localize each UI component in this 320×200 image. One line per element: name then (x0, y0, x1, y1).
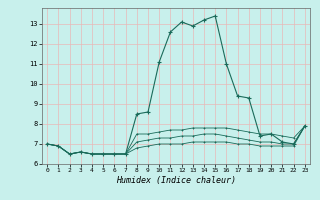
X-axis label: Humidex (Indice chaleur): Humidex (Indice chaleur) (116, 176, 236, 185)
